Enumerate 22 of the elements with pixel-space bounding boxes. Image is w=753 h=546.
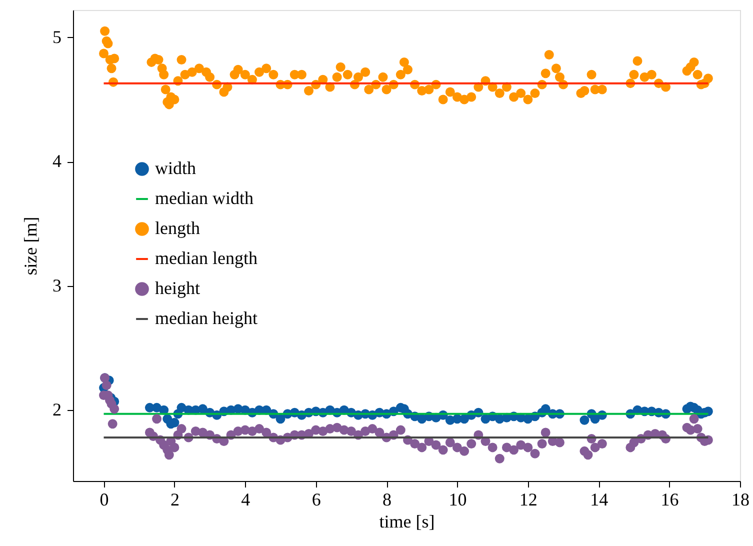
legend-label: width [155,158,196,178]
x-tick-label: 0 [100,490,109,510]
x-tick-label: 12 [519,490,538,510]
x-tick-label: 2 [170,490,180,510]
legend-label: median width [155,188,254,208]
x-tick-label: 16 [660,490,679,510]
x-tick-label: 10 [448,490,467,510]
legend-label: median length [155,248,258,268]
y-tick-label: 3 [52,275,62,296]
legend-label: median height [155,308,258,328]
x-tick-label: 8 [382,490,392,510]
legend-label: height [155,278,200,298]
y-axis-title: size [m] [20,216,40,276]
y-tick-label: 4 [52,151,62,172]
x-tick-label: 4 [241,490,250,510]
x-axis-title: time [s] [379,512,435,532]
y-tick-label: 5 [52,26,62,47]
x-tick-label: 18 [732,490,750,510]
x-tick-label: 6 [312,490,321,510]
x-tick-label: 14 [590,490,608,510]
legend-label: length [155,218,200,238]
y-tick-label: 2 [52,400,62,420]
